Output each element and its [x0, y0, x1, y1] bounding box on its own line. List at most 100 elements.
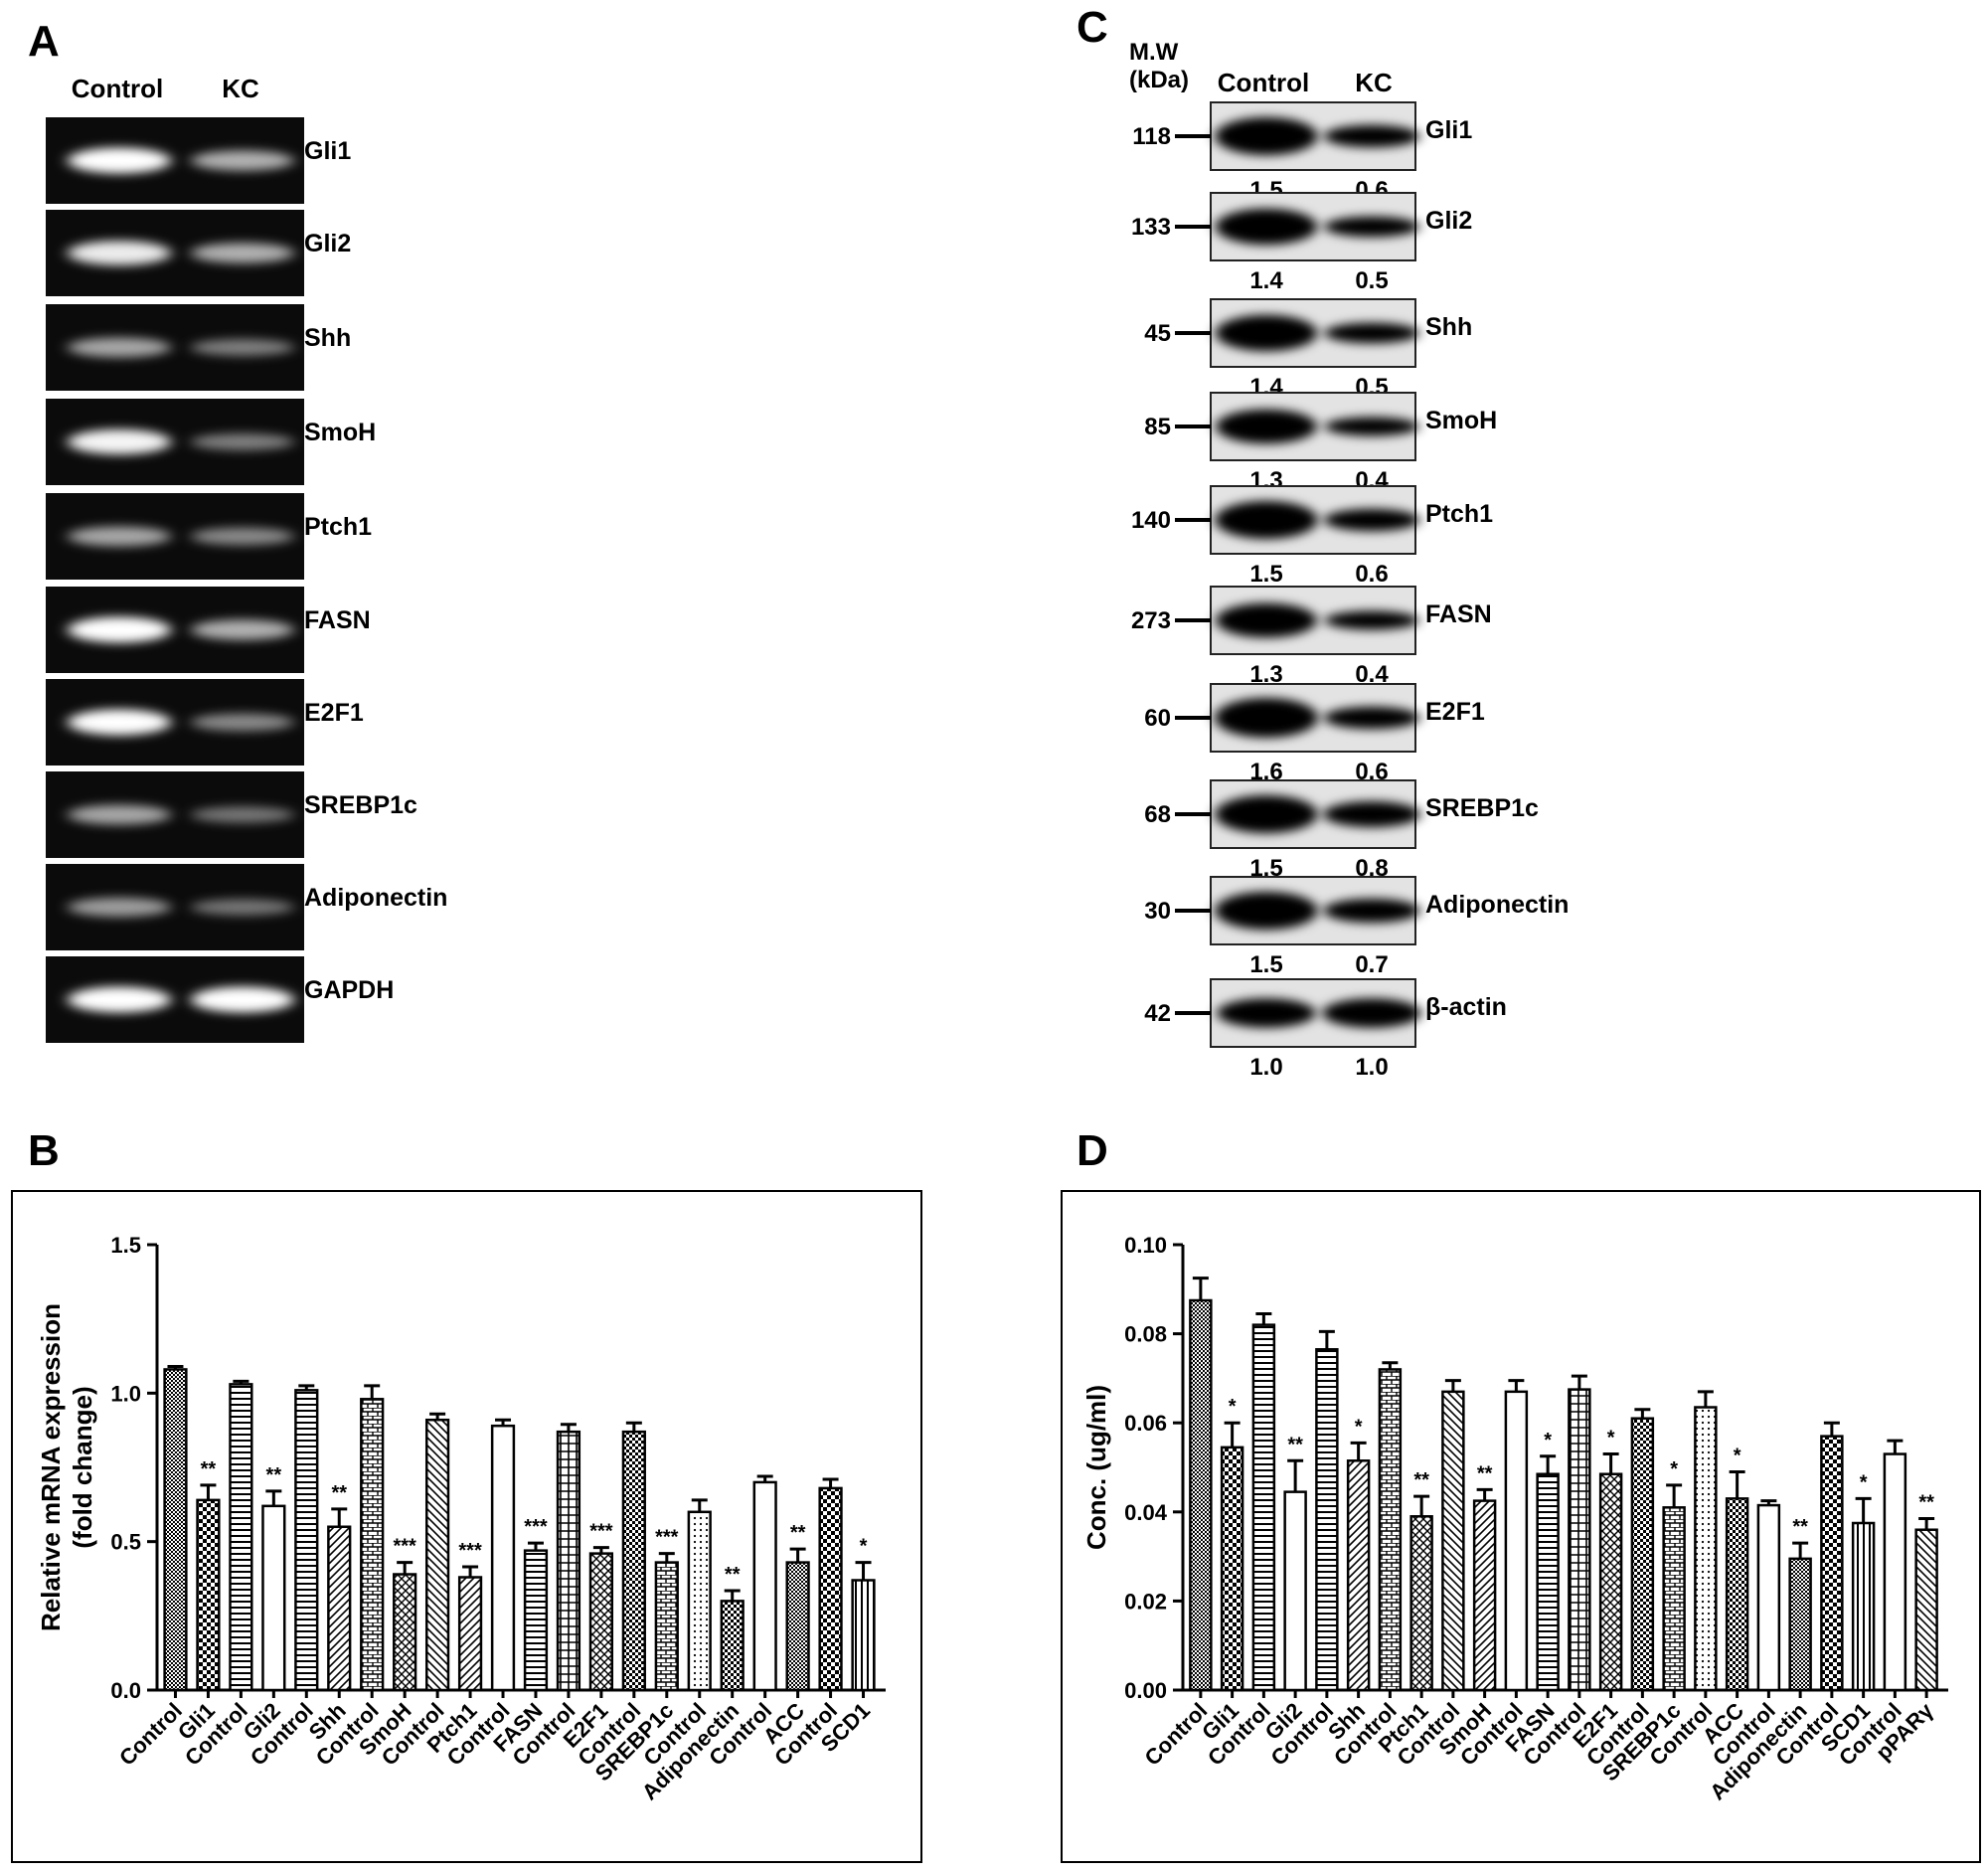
mw-marker-label: 118: [1132, 123, 1171, 150]
blot-band: [1324, 322, 1419, 344]
mw-marker-label: 30: [1144, 898, 1171, 925]
mw-marker-label: 85: [1144, 414, 1171, 440]
x-category-label: Control: [114, 1698, 187, 1771]
significance-marker: ***: [589, 1521, 613, 1543]
gel-band: [68, 241, 171, 265]
gel-band: [191, 899, 294, 916]
gel-band: [191, 339, 294, 356]
blot-band: [1215, 698, 1318, 738]
blot-protein-label: FASN: [1425, 600, 1492, 628]
bar-control-20: [818, 1486, 843, 1692]
blot-band: [1324, 216, 1419, 238]
bar-control-8: [1441, 1390, 1465, 1692]
gel-band: [191, 713, 294, 732]
gel-row-gapdh: GAPDH: [46, 956, 394, 1043]
gel-band: [68, 616, 171, 643]
bar-control-18: [752, 1480, 777, 1692]
bar-scd1-21: [851, 1579, 876, 1692]
blot-band: [1217, 998, 1316, 1028]
blot-protein-label: Gli1: [1425, 116, 1472, 144]
mw-marker-label: 133: [1131, 214, 1171, 241]
bar-control-2: [229, 1383, 253, 1692]
significance-marker: **: [1287, 1434, 1303, 1455]
significance-marker: **: [1918, 1492, 1934, 1514]
significance-marker: **: [1477, 1462, 1493, 1484]
bar-ppar-23: [1914, 1528, 1938, 1692]
significance-marker: *: [860, 1536, 868, 1558]
gel-row-srebp1c: SREBP1c: [46, 771, 417, 858]
bar-control-10: [1504, 1390, 1529, 1692]
blot-band: [1322, 998, 1421, 1028]
blot-band: [1215, 500, 1318, 540]
y-tick-label: 1.5: [110, 1233, 141, 1258]
panel-a-letter: A: [28, 17, 60, 66]
bar-control-6: [360, 1398, 385, 1692]
bar-gli2-3: [261, 1504, 286, 1692]
significance-marker: **: [266, 1464, 282, 1486]
bar-control-16: [1694, 1406, 1718, 1692]
y-axis-title: (fold change): [68, 1386, 97, 1548]
blot-band: [1323, 706, 1420, 730]
bar-gli1-1: [1220, 1446, 1244, 1692]
blot-protein-label: SREBP1c: [1425, 794, 1539, 822]
gel-band: [68, 898, 171, 917]
bar-e2f1-13: [1598, 1472, 1623, 1692]
panel-a-gel: Control KC Gli1 Gli2 Shh SmoH Ptch1 FASN E2F1 S…: [46, 74, 447, 1043]
panel-b-letter: B: [28, 1126, 60, 1175]
significance-marker: ***: [393, 1536, 416, 1558]
bar-gli1-1: [196, 1498, 221, 1692]
blot-band: [1323, 508, 1420, 532]
bar-gli2-3: [1283, 1490, 1307, 1692]
bar-control-10: [490, 1424, 516, 1692]
mw-marker-label: 45: [1144, 320, 1171, 347]
gel-row-gli2: Gli2: [46, 210, 351, 296]
bar-scd1-21: [1851, 1521, 1876, 1692]
mw-marker-label: 60: [1144, 705, 1171, 732]
blot-row-gli2: 133 Gli2 1.4 0.5: [1131, 192, 1472, 294]
blot-lane-control-label: Control: [1218, 68, 1309, 97]
significance-marker: *: [1544, 1430, 1552, 1451]
gel-gene-label: Gli1: [304, 137, 351, 165]
bar-control-12: [556, 1430, 581, 1692]
mw-header-line1: M.W: [1129, 39, 1179, 66]
bar-fasn-11: [523, 1549, 549, 1692]
y-tick-label: 0.06: [1124, 1411, 1167, 1436]
bar-srebp1c-15: [654, 1561, 679, 1692]
gel-band: [68, 526, 171, 547]
blot-band: [1216, 409, 1317, 444]
significance-marker: *: [1734, 1445, 1741, 1466]
significance-marker: *: [1607, 1428, 1615, 1449]
blot-band: [1215, 891, 1318, 931]
blot-protein-label: Adiponectin: [1425, 891, 1569, 919]
gel-row-adiponectin: Adiponectin: [46, 864, 447, 950]
band-quant-control: 1.0: [1249, 1054, 1282, 1081]
y-tick-label: 0.10: [1124, 1233, 1167, 1258]
blot-protein-label: E2F1: [1425, 698, 1485, 726]
bar-acc-19: [785, 1561, 810, 1692]
bar-control-4: [294, 1389, 319, 1692]
band-quant-control: 1.5: [1249, 951, 1282, 978]
bar-adiponectin-17: [720, 1600, 745, 1692]
gel-band: [191, 619, 294, 640]
blot-band: [1215, 794, 1318, 834]
gel-band: [191, 986, 294, 1013]
y-tick-label: 0.02: [1124, 1589, 1167, 1614]
bar-control-0: [1189, 1298, 1213, 1692]
bar-control-12: [1568, 1388, 1591, 1692]
gel-gene-label: GAPDH: [304, 976, 394, 1004]
significance-marker: **: [725, 1564, 741, 1586]
bar-control-20: [1820, 1435, 1844, 1692]
blot-band: [1324, 417, 1419, 436]
significance-marker: ***: [655, 1527, 679, 1549]
significance-marker: *: [1229, 1396, 1237, 1418]
y-tick-label: 0.0: [110, 1678, 141, 1703]
gel-gene-label: SREBP1c: [304, 791, 417, 819]
gel-band: [191, 433, 294, 450]
gel-band: [68, 147, 171, 174]
blot-row-ptch1: 140 Ptch1 1.5 0.6: [1131, 485, 1493, 588]
